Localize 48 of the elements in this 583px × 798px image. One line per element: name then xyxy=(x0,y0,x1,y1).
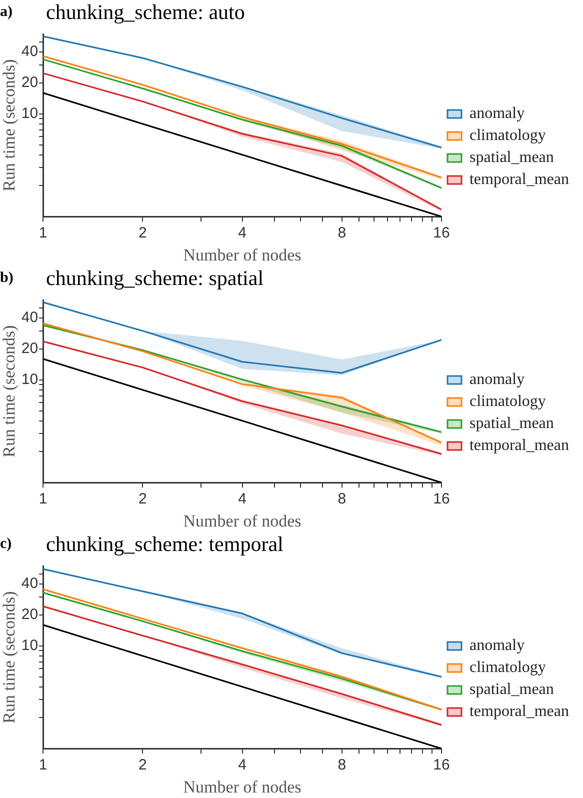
y-tick-label: 40 xyxy=(21,575,38,592)
legend-label: spatial_mean xyxy=(469,415,554,432)
chart-title: chunking_scheme: spatial xyxy=(46,266,264,290)
x-tick-label: 1 xyxy=(38,756,48,774)
y-tick-label: 20 xyxy=(21,74,38,92)
x-tick-label: 4 xyxy=(238,756,246,774)
x-tick-label: 8 xyxy=(338,224,346,242)
x-tick-label: 2 xyxy=(138,756,147,774)
y-tick-label: 10 xyxy=(21,371,38,388)
legend-label: anomaly xyxy=(469,637,525,654)
x-tick-label: 16 xyxy=(433,490,450,508)
x-tick-label: 1 xyxy=(38,490,48,508)
y-tick-label: 20 xyxy=(21,340,38,358)
legend-label: temporal_mean xyxy=(469,437,569,454)
x-tick-label: 1 xyxy=(38,224,48,242)
text: b) xyxy=(0,269,14,288)
x-tick-label: 8 xyxy=(338,490,346,508)
y-axis-title: Run time (seconds) xyxy=(0,325,19,458)
x-axis-title: Number of nodes xyxy=(183,511,302,530)
y-tick-label: 40 xyxy=(21,309,38,326)
legend-label: spatial_mean xyxy=(469,681,554,698)
x-tick-label: 4 xyxy=(238,490,246,508)
x-axis-title: Number of nodes xyxy=(183,245,302,264)
x-tick-label: 16 xyxy=(433,224,450,242)
x-tick-label: 2 xyxy=(138,490,147,508)
x-tick-label: 4 xyxy=(238,224,246,242)
legend-label: anomaly xyxy=(469,371,525,388)
y-tick-label: 20 xyxy=(21,606,38,624)
x-tick-label: 16 xyxy=(433,756,450,774)
chart-title: chunking_scheme: temporal xyxy=(46,532,284,556)
x-axis-title: Number of nodes xyxy=(183,777,302,796)
text: c) xyxy=(0,535,13,554)
legend-label: climatology xyxy=(469,393,546,410)
y-axis-title: Run time (seconds) xyxy=(0,59,19,192)
y-tick-label: 40 xyxy=(21,43,38,60)
y-tick-label: 10 xyxy=(21,637,38,654)
x-tick-label: 8 xyxy=(338,756,346,774)
chart-title: chunking_scheme: auto xyxy=(46,0,245,24)
legend-label: climatology xyxy=(469,659,546,676)
y-tick-label: 10 xyxy=(21,105,38,122)
legend-label: temporal_mean xyxy=(469,703,569,720)
text: a) xyxy=(0,3,14,22)
y-axis-title: Run time (seconds) xyxy=(0,591,19,724)
x-tick-label: 2 xyxy=(138,224,147,242)
legend-label: temporal_mean xyxy=(469,171,569,188)
legend-label: spatial_mean xyxy=(469,149,554,166)
legend-label: anomaly xyxy=(469,105,525,122)
legend-label: climatology xyxy=(469,127,546,144)
